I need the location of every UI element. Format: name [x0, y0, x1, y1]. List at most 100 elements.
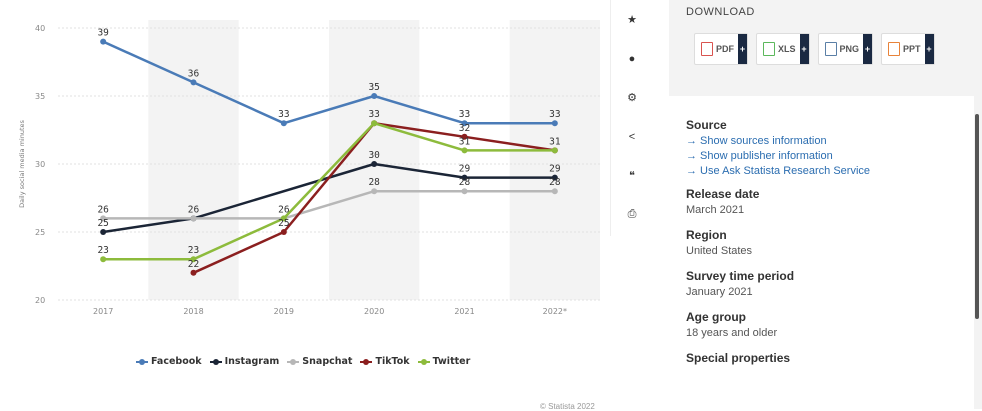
- data-point-facebook: [371, 93, 378, 99]
- legend-swatch: [287, 358, 300, 365]
- plot-band: [148, 20, 239, 300]
- data-label: 32: [459, 123, 470, 134]
- legend-label: Instagram: [224, 356, 280, 367]
- info-panel: Source → Show sources information → Show…: [669, 96, 974, 409]
- png-file-icon: [824, 42, 837, 56]
- xls-label: XLS: [778, 44, 796, 54]
- legend-item-facebook[interactable]: Facebook: [136, 356, 202, 367]
- plus-icon: +: [863, 34, 873, 64]
- data-point-snapchat: [371, 188, 378, 195]
- survey-period-heading: Survey time period: [686, 269, 795, 283]
- legend-item-twitter[interactable]: Twitter: [417, 356, 471, 367]
- data-label: 23: [97, 245, 108, 256]
- plus-icon: +: [738, 34, 747, 64]
- data-point-snapchat: [100, 215, 107, 222]
- data-label: 29: [549, 164, 561, 175]
- x-tick-label: 2020: [364, 307, 384, 316]
- data-point-instagram: [100, 229, 107, 235]
- download-title: DOWNLOAD: [686, 6, 755, 18]
- chart-toolbar: ★ ● ⚙ < ❝ ⎙: [610, 0, 653, 236]
- data-point-facebook: [190, 79, 197, 86]
- data-point-tiktok: [190, 269, 197, 276]
- legend-swatch: [209, 358, 222, 365]
- data-label: 23: [188, 245, 199, 256]
- legend-item-tiktok[interactable]: TikTok: [360, 356, 410, 367]
- bell-icon[interactable]: ●: [628, 52, 636, 65]
- data-label: 29: [459, 164, 471, 175]
- data-point-twitter: [190, 256, 197, 263]
- data-point-twitter: [280, 215, 287, 222]
- release-date-heading: Release date: [686, 187, 760, 201]
- plus-icon: +: [799, 34, 809, 64]
- legend-swatch: [360, 358, 373, 365]
- quote-icon[interactable]: ❝: [629, 170, 635, 182]
- series-line-facebook: [102, 40, 555, 125]
- data-point-instagram: [461, 174, 468, 181]
- legend-item-snapchat[interactable]: Snapchat: [287, 356, 352, 367]
- data-label: 30: [368, 150, 380, 161]
- data-point-facebook: [551, 120, 558, 127]
- x-tick-label: 2018: [183, 307, 203, 316]
- legend-label: Snapchat: [302, 356, 353, 367]
- download-png-button[interactable]: PNG +: [817, 33, 874, 65]
- data-point-snapchat: [190, 215, 197, 222]
- x-tick-label: 2019: [274, 307, 294, 316]
- legend-swatch: [136, 358, 148, 365]
- data-point-instagram: [371, 161, 378, 167]
- plus-icon: +: [924, 34, 934, 64]
- data-point-instagram: [551, 174, 558, 181]
- data-label: 31: [459, 136, 471, 147]
- legend-label: Facebook: [151, 356, 202, 367]
- age-group-value: 18 years and older: [686, 327, 778, 339]
- line-chart: 20 25 30 35 40 2017 2018 2019 2020 2021 2022* Daily…: [18, 20, 600, 316]
- data-point-tiktok: [280, 229, 287, 235]
- download-buttons: PDF + XLS + PNG + PPT +: [694, 33, 935, 65]
- plot-band: [509, 20, 600, 300]
- special-properties-heading: Special properties: [686, 351, 791, 365]
- chart-legend: Facebook Instagram Snapchat TikTok Twitter: [136, 356, 470, 367]
- data-point-snapchat: [551, 188, 558, 195]
- data-label: 33: [278, 109, 289, 120]
- data-point-facebook: [461, 120, 468, 127]
- data-label: 26: [97, 204, 109, 215]
- source-heading: Source: [686, 118, 727, 132]
- data-label: 36: [188, 68, 200, 79]
- share-icon[interactable]: <: [628, 130, 636, 143]
- sidebar-scrollbar[interactable]: [975, 114, 979, 319]
- data-label: 25: [278, 218, 289, 229]
- region-heading: Region: [686, 228, 727, 242]
- data-label: 35: [368, 82, 379, 93]
- ask-statista-link[interactable]: → Use Ask Statista Research Service: [686, 165, 871, 177]
- data-label: 26: [278, 204, 290, 215]
- data-label: 33: [459, 109, 470, 120]
- show-publisher-link[interactable]: → Show publisher information: [686, 150, 833, 162]
- data-label: 39: [97, 28, 109, 39]
- png-label: PNG: [839, 44, 860, 54]
- y-tick-label: 40: [35, 24, 45, 33]
- data-point-facebook: [280, 120, 287, 127]
- x-tick-label: 2017: [93, 307, 113, 316]
- x-tick-label: 2022*: [543, 307, 567, 316]
- data-label: 28: [459, 177, 471, 188]
- download-ppt-button[interactable]: PPT +: [881, 33, 935, 65]
- gear-icon[interactable]: ⚙: [627, 92, 637, 104]
- y-tick-label: 25: [35, 228, 45, 237]
- y-tick-label: 20: [35, 296, 45, 305]
- data-point-snapchat: [461, 188, 468, 195]
- download-pdf-button[interactable]: PDF +: [694, 33, 748, 65]
- ppt-file-icon: [888, 42, 901, 56]
- data-label: 31: [549, 136, 561, 147]
- data-point-twitter: [461, 147, 468, 154]
- download-xls-button[interactable]: XLS +: [756, 33, 810, 65]
- region-value: United States: [686, 245, 753, 257]
- legend-item-instagram[interactable]: Instagram: [209, 356, 280, 367]
- data-label: 33: [368, 109, 379, 120]
- star-icon[interactable]: ★: [627, 14, 637, 26]
- data-point-facebook: [100, 38, 107, 45]
- print-icon[interactable]: ⎙: [627, 208, 637, 220]
- show-sources-link[interactable]: → Show sources information: [686, 135, 827, 147]
- data-label: 28: [368, 177, 380, 188]
- data-point-twitter: [371, 120, 378, 127]
- legend-label: Twitter: [432, 356, 471, 367]
- data-label: 25: [97, 218, 108, 229]
